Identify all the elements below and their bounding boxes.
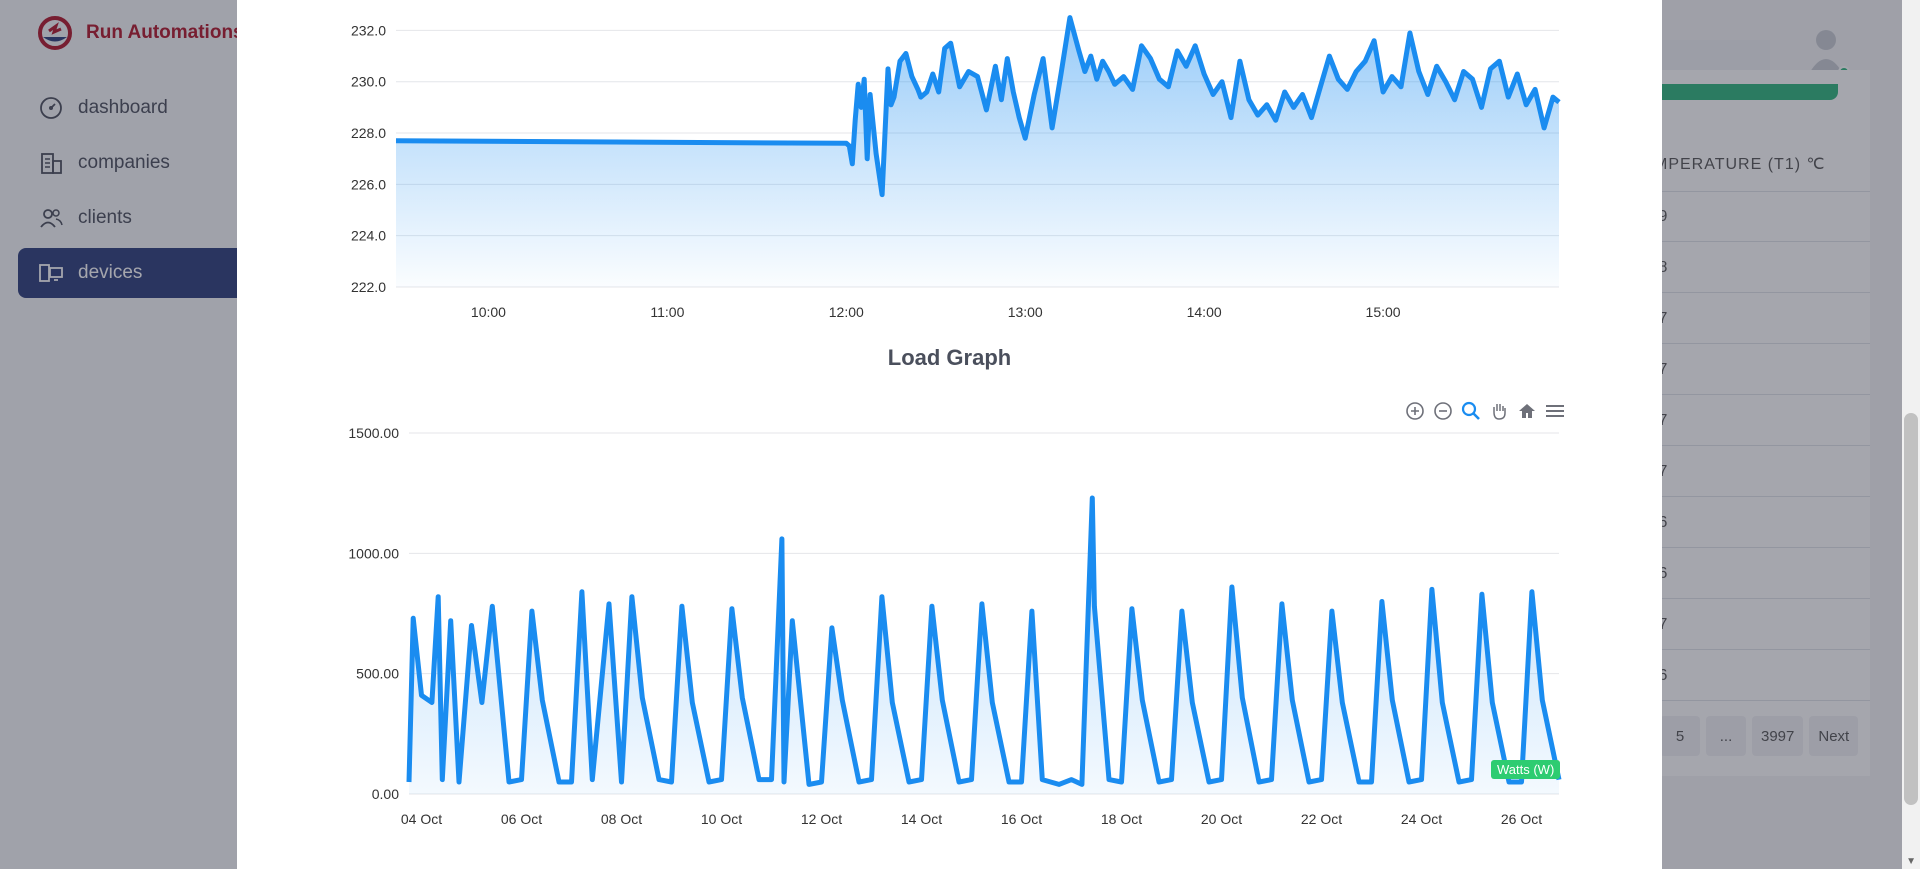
sidebar-item-devices[interactable]: devices: [18, 248, 258, 298]
x-tick-label: 08 Oct: [601, 811, 642, 827]
sidebar-item-dashboard[interactable]: dashboard: [18, 83, 258, 133]
x-tick-label: 24 Oct: [1401, 811, 1442, 827]
x-tick-label: 15:00: [1366, 304, 1401, 320]
x-tick-label: 04 Oct: [401, 811, 442, 827]
x-tick-label: 11:00: [650, 304, 684, 320]
page-ellipsis: ...: [1706, 716, 1746, 756]
zoom-in-icon[interactable]: [1404, 400, 1426, 422]
y-tick-label: 222.0: [351, 279, 386, 295]
load-graph-title: Load Graph: [887, 345, 1012, 370]
scrollbar-thumb[interactable]: [1904, 413, 1918, 805]
charts-canvas: 222.0 224.0 226.0 228.0 230.0 232.0 10:00 11:00…: [348, 15, 1562, 827]
reset-home-icon[interactable]: [1516, 400, 1538, 422]
y-tick-label: 228.0: [351, 125, 386, 141]
pagination: 5 ... 3997 Next: [1660, 716, 1859, 756]
load-graph-chart: 0.00 500.00 1000.00 1500.00 04 Oct 06 Oct 08 O…: [348, 425, 1562, 827]
y-tick-label: 1000.00: [348, 545, 399, 561]
x-tick-label: 16 Oct: [1001, 811, 1042, 827]
menu-icon[interactable]: [1544, 400, 1566, 422]
pan-hand-icon[interactable]: [1488, 400, 1510, 422]
sidebar-item-label: clients: [78, 207, 132, 228]
sidebar-item-label: dashboard: [78, 97, 168, 118]
sidebar-item-label: companies: [78, 152, 170, 173]
series-line[interactable]: [406, 495, 1562, 787]
x-tick-label: 10:00: [471, 304, 506, 320]
sidebar-item-label: devices: [78, 262, 143, 283]
x-tick-label: 10 Oct: [701, 811, 742, 827]
devices-icon: [39, 264, 63, 282]
x-tick-label: 13:00: [1008, 304, 1043, 320]
device-chart-modal: 222.0 224.0 226.0 228.0 230.0 232.0 10:00 11:00…: [237, 0, 1662, 869]
x-tick-label: 22 Oct: [1301, 811, 1342, 827]
x-tick-label: 20 Oct: [1201, 811, 1242, 827]
brand-name: Run Automations: [86, 22, 244, 43]
zoom-select-icon[interactable]: [1460, 400, 1482, 422]
y-tick-label: 230.0: [351, 74, 386, 90]
building-icon: [41, 153, 62, 174]
brand[interactable]: Run Automations: [38, 16, 244, 50]
x-tick-label: 12 Oct: [801, 811, 842, 827]
brand-logo-icon: [38, 16, 72, 50]
users-icon: [40, 209, 63, 228]
y-tick-label: 1500.00: [348, 425, 399, 441]
page-button-5[interactable]: 5: [1660, 716, 1700, 756]
x-tick-label: 18 Oct: [1101, 811, 1142, 827]
voltage-chart: 222.0 224.0 226.0 228.0 230.0 232.0 10:00 11:00…: [351, 15, 1561, 320]
x-tick-label: 12:00: [829, 304, 864, 320]
sidebar-item-companies[interactable]: companies: [18, 138, 258, 188]
x-tick-label: 14:00: [1187, 304, 1222, 320]
dashboard-gauge-icon: [40, 97, 62, 119]
sidebar: Run Automations dashboard companies clie…: [0, 0, 258, 869]
x-tick-label: 14 Oct: [901, 811, 942, 827]
series-legend-badge: Watts (W): [1491, 760, 1561, 779]
page-button-3997[interactable]: 3997: [1752, 716, 1804, 756]
series-area-fill: [396, 17, 1559, 287]
zoom-out-icon[interactable]: [1432, 400, 1454, 422]
x-tick-label: 26 Oct: [1501, 811, 1542, 827]
chart-toolbar: [1404, 400, 1566, 422]
y-tick-label: 0.00: [372, 786, 399, 802]
table-header-temperature[interactable]: MPERATURE (T1) ℃: [1600, 136, 1870, 192]
y-tick-label: 226.0: [351, 176, 386, 192]
y-tick-label: 500.00: [356, 666, 399, 682]
next-page-button[interactable]: Next: [1809, 716, 1859, 756]
sidebar-item-clients[interactable]: clients: [18, 193, 258, 243]
x-tick-label: 06 Oct: [501, 811, 542, 827]
scroll-down-arrow-icon[interactable]: ▼: [1906, 856, 1916, 867]
y-tick-label: 232.0: [351, 22, 386, 38]
y-tick-label: 224.0: [351, 228, 386, 244]
page-scrollbar[interactable]: ▼: [1902, 0, 1920, 869]
